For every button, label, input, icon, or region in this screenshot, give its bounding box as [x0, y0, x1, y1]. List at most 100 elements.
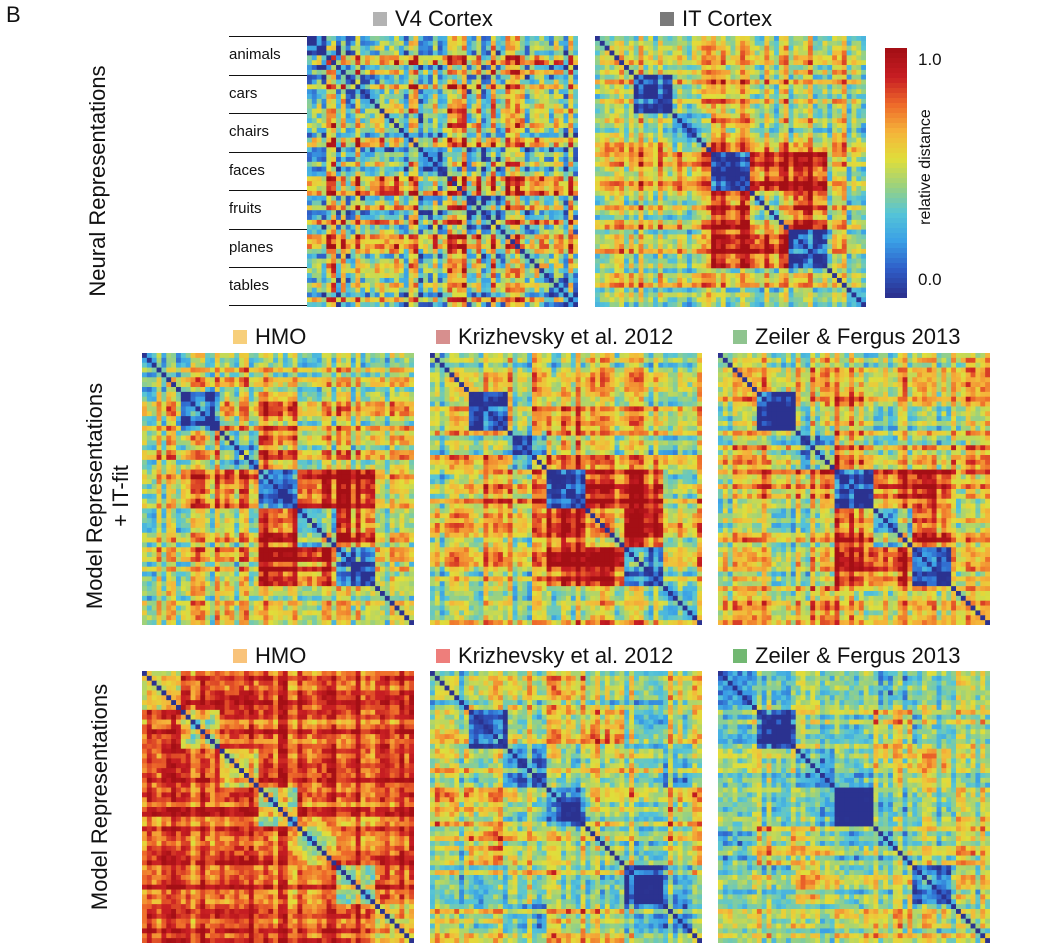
heatmap-cell — [413, 156, 419, 163]
heatmap-cell — [360, 200, 366, 206]
heatmap-cell — [321, 132, 327, 139]
heatmap-cell — [740, 108, 746, 114]
heatmap-cell — [544, 36, 550, 42]
heatmap-cell — [495, 103, 501, 109]
heatmap-cell — [624, 161, 630, 168]
heatmap-cell — [817, 89, 823, 95]
heatmap-cell — [427, 297, 434, 303]
heatmap-cell — [769, 166, 775, 172]
heatmap-cell — [803, 74, 809, 80]
heatmap-cell — [452, 94, 458, 100]
heatmap-cell — [365, 176, 371, 182]
heatmap-cell — [807, 84, 814, 90]
heatmap-cell — [856, 118, 862, 124]
heatmap-cell — [798, 50, 804, 56]
heatmap-cell — [403, 219, 410, 226]
heatmap-cell — [553, 253, 560, 260]
heatmap-cell — [379, 215, 385, 221]
heatmap-cell — [725, 60, 731, 66]
heatmap-cell — [798, 176, 804, 182]
heatmap-cell — [389, 186, 395, 192]
heatmap-cell — [311, 287, 318, 293]
heatmap-cell — [432, 161, 439, 168]
heatmap-cell — [398, 229, 405, 235]
heatmap-cell — [788, 118, 794, 124]
heatmap-cell — [544, 195, 550, 201]
heatmap-cell — [677, 79, 683, 85]
heatmap-cell — [326, 45, 332, 51]
heatmap-cell — [846, 50, 852, 56]
heatmap-cell — [311, 234, 318, 240]
heatmap-cell — [563, 127, 569, 134]
heatmap-cell — [774, 118, 780, 124]
heatmap-cell — [563, 273, 569, 279]
heatmap-cell — [524, 40, 531, 47]
heatmap-cell — [783, 89, 789, 95]
heatmap-cell — [413, 292, 419, 298]
heatmap-cell — [667, 50, 673, 56]
heatmap-cell — [638, 142, 644, 148]
heatmap-cell — [822, 171, 828, 177]
heatmap-cell — [558, 60, 564, 66]
heatmap-cell — [519, 94, 526, 100]
heatmap-cell — [316, 229, 322, 235]
heatmap-cell — [466, 176, 472, 182]
heatmap-cell — [471, 287, 477, 293]
heatmap-cell — [389, 297, 395, 303]
heatmap-cell — [452, 244, 458, 250]
heatmap-cell — [442, 69, 448, 76]
heatmap-cell — [403, 268, 410, 274]
heatmap-cell — [841, 147, 848, 153]
heatmap-cell — [442, 103, 448, 109]
heatmap-cell — [461, 248, 468, 255]
heatmap-cell — [827, 142, 833, 148]
heatmap-cell — [706, 89, 712, 95]
heatmap-cell — [413, 36, 419, 42]
heatmap-cell — [832, 166, 838, 172]
heatmap-cell — [619, 171, 625, 177]
heatmap-cell — [490, 108, 497, 114]
heatmap-cell — [379, 152, 385, 158]
heatmap-cell — [365, 103, 371, 109]
heatmap-cell — [447, 215, 453, 221]
heatmap-cell — [413, 287, 419, 293]
heatmap-cell — [524, 190, 531, 197]
heatmap-cell — [701, 190, 707, 197]
heatmap-cell — [394, 297, 400, 303]
heatmap-cell — [423, 50, 429, 56]
heatmap-cell — [413, 273, 419, 279]
heatmap-cell — [403, 229, 410, 235]
heatmap-cell — [486, 273, 492, 279]
heatmap-cell — [599, 79, 606, 85]
heatmap-cell — [490, 229, 497, 235]
heatmap-cell — [408, 195, 414, 201]
heatmap-cell — [486, 186, 492, 192]
heatmap-cell — [394, 127, 400, 134]
heatmap-cell — [457, 60, 463, 66]
heatmap-cell — [609, 127, 615, 134]
heatmap-cell — [476, 50, 482, 56]
heatmap-cell — [774, 161, 780, 168]
heatmap-cell — [471, 229, 477, 235]
heatmap-cell — [861, 166, 866, 172]
heatmap-cell — [331, 273, 337, 279]
heatmap-cell — [307, 229, 313, 235]
heatmap-cell — [534, 84, 540, 90]
heatmap-cell — [595, 147, 601, 153]
heatmap-cell — [326, 263, 332, 269]
heatmap-cell — [418, 98, 424, 105]
heatmap-cell — [432, 244, 439, 250]
heatmap-cell — [340, 98, 347, 105]
heatmap-cell — [452, 152, 458, 158]
heatmap-cell — [331, 36, 337, 42]
heatmap-cell — [573, 219, 578, 226]
heatmap-cell — [759, 132, 765, 139]
heatmap-cell — [609, 142, 615, 148]
heatmap-cell — [841, 186, 848, 192]
heatmap-cell — [841, 89, 848, 95]
heatmap-cell — [515, 195, 521, 201]
heatmap-cell — [321, 277, 327, 284]
heatmap-cell — [524, 171, 531, 177]
heatmap-cell — [316, 118, 322, 124]
heatmap-cell — [861, 89, 866, 95]
